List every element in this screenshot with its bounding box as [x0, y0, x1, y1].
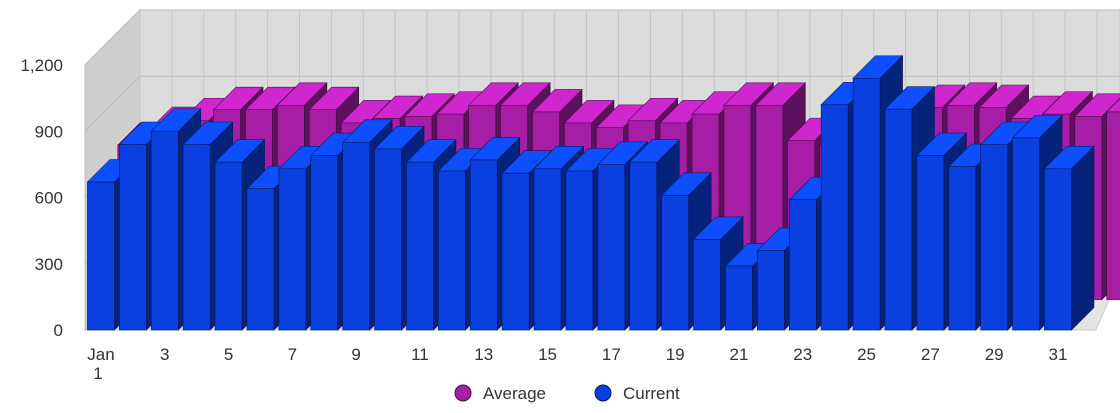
y-tick-label: 900	[35, 122, 63, 141]
bar-average-top	[1106, 98, 1120, 113]
bar-current[interactable]	[693, 239, 721, 331]
legend-marker-average	[454, 384, 472, 402]
bar-current[interactable]	[119, 144, 147, 331]
bar-current[interactable]	[725, 265, 753, 331]
y-tick-label: 600	[35, 189, 63, 208]
x-tick-label: 11	[411, 345, 429, 364]
y-tick-label: 1,200	[20, 56, 63, 75]
bar-current[interactable]	[565, 170, 594, 331]
bar-current[interactable]	[150, 130, 179, 331]
x-tick-label: 21	[729, 345, 748, 364]
x-tick-label: 31	[1048, 345, 1067, 364]
bar-current[interactable]	[757, 250, 785, 331]
x-tick-label: 7	[288, 345, 297, 364]
bar-current[interactable]	[1012, 137, 1040, 331]
x-tick-label: 27	[921, 345, 940, 364]
bar-current[interactable]	[87, 181, 115, 331]
x-tick-label: 25	[857, 345, 876, 364]
x-tick-label: 15	[538, 345, 557, 364]
bar-current[interactable]	[788, 199, 817, 331]
bar-current[interactable]	[246, 188, 275, 331]
bar-current[interactable]	[214, 161, 243, 331]
bar-current[interactable]	[629, 161, 658, 331]
bar-current[interactable]	[374, 148, 402, 331]
x-tick-label: 23	[793, 345, 812, 364]
bar-current[interactable]	[852, 77, 881, 331]
legend-label-current: Current	[623, 384, 680, 403]
x-tick-label: 19	[666, 345, 685, 364]
bar-current[interactable]	[501, 172, 530, 331]
bar-current-side	[1071, 145, 1095, 331]
legend-label-average: Average	[483, 384, 546, 403]
legend-marker-current	[594, 384, 612, 402]
bar-current[interactable]	[884, 108, 913, 331]
bar-current[interactable]	[661, 194, 689, 331]
x-tick-label: 17	[602, 345, 621, 364]
bar-current[interactable]	[597, 164, 626, 331]
bar-current[interactable]	[820, 104, 849, 331]
y-tick-label: 0	[54, 321, 63, 340]
x-tick-label: 1	[93, 364, 102, 383]
bar-current[interactable]	[1044, 168, 1072, 331]
x-tick-label: 3	[160, 345, 169, 364]
bar-current[interactable]	[310, 155, 339, 331]
y-tick-label: 300	[35, 255, 63, 274]
bar-current[interactable]	[469, 159, 498, 331]
bar-current[interactable]	[406, 161, 434, 331]
x-tick-label: 13	[474, 345, 493, 364]
x-tick-label: 9	[351, 345, 360, 364]
bar-current[interactable]	[342, 141, 370, 331]
bar-average[interactable]	[1106, 111, 1120, 300]
bar-current[interactable]	[533, 168, 562, 331]
x-tick-label: Jan	[87, 345, 114, 364]
bar-current[interactable]	[948, 166, 977, 331]
bar-current[interactable]	[278, 168, 307, 331]
x-tick-label: 5	[224, 345, 233, 364]
x-tick-label: 29	[985, 345, 1004, 364]
bar-current[interactable]	[438, 170, 466, 331]
bar-current[interactable]	[916, 155, 945, 331]
bar-current[interactable]	[182, 144, 211, 331]
bar-current[interactable]	[980, 144, 1008, 331]
